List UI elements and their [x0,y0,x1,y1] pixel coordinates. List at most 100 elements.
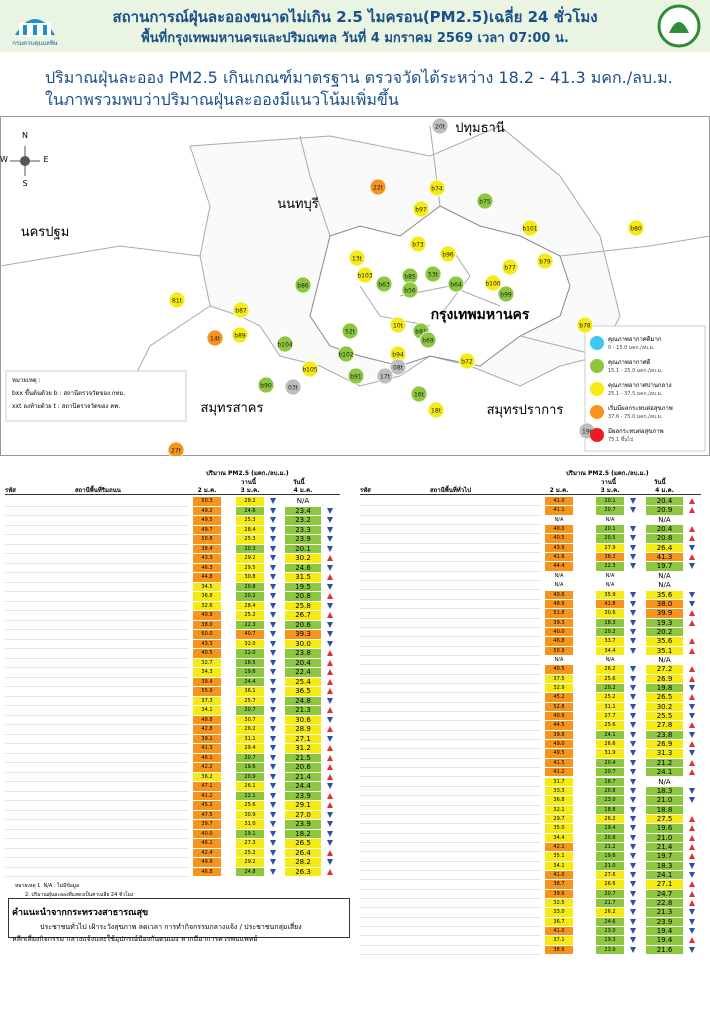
station-marker [424,265,442,283]
trend-arrow [270,659,276,666]
trend-arrow [630,610,636,617]
value-cell: N/A [646,777,683,786]
value-cell: 25.3 [236,516,264,525]
row-stripe [5,507,189,516]
value-cell: 20.8 [596,786,624,796]
trend-arrow [689,815,695,822]
value-cell: 20.6 [285,763,321,772]
value-cell: 20.1 [596,497,624,506]
value-cell: 30.7 [236,715,264,724]
trend-arrow [630,937,636,944]
value-cell: 43.3 [193,639,221,648]
trend-arrow [630,787,636,794]
trend-arrow [270,555,276,561]
trend-arrow [630,843,636,850]
row-stripe [360,834,541,843]
row-stripe [360,852,541,862]
value-cell: 27.0 [285,810,321,819]
row-stripe [5,735,189,744]
value-cell: 20.5 [596,534,624,543]
table-note: หมายเหตุ 1. N/A : ไม่มีข้อมูล [15,883,80,889]
legend-label: คุณภาพอากาศปานกลาง [608,382,672,389]
value-cell: 18.8 [596,805,624,814]
value-cell: 26.2 [236,725,264,734]
value-cell: 26.9 [646,674,683,683]
station-label: b85 [404,274,416,281]
trend-arrow [689,900,695,907]
value-cell: 20.3 [236,544,264,553]
value-cell: 36.8 [193,592,221,601]
value-cell: 26.3 [285,867,321,876]
trend-arrow [270,678,276,685]
trend-arrow [689,666,695,673]
value-cell: 23.0 [596,945,624,955]
trend-arrow [270,593,276,599]
station-label: b103 [357,273,372,280]
station-marker [231,326,249,344]
trend-arrow [630,909,636,916]
trend-arrow [689,703,695,710]
value-cell: 24.6 [236,506,264,515]
value-cell: 27.2 [646,665,683,674]
value-cell: 27.6 [596,871,624,880]
value-cell: 19.6 [646,824,683,833]
value-cell: 48.8 [193,715,221,724]
trend-arrow [327,640,333,647]
compass-letter: S [22,179,27,188]
station-marker [257,376,275,394]
value-cell: 30.0 [285,639,321,648]
value-cell: N/A [596,655,624,665]
legend-label: มีผลกระทบต่อสุขภาพ [608,427,664,435]
row-stripe [360,544,541,554]
row-stripe [360,665,541,675]
value-cell: 20.2 [596,627,624,637]
value-cell: 18.3 [596,618,624,627]
trend-arrow [630,890,636,897]
row-stripe [5,763,189,773]
date-header: 2 ม.ค. [549,487,569,494]
value-cell: 18.8 [646,805,683,814]
row-stripe [360,946,541,956]
trend-arrow [689,544,695,551]
value-cell: 36.7 [545,917,573,927]
value-cell: N/A [646,655,683,665]
value-cell: 30.6 [596,609,624,618]
value-cell: 31.1 [596,702,624,712]
trend-arrow [327,849,333,856]
value-cell: 19.4 [646,936,683,945]
value-cell: 29.2 [236,554,264,563]
row-stripe [360,815,541,825]
trend-arrow [327,602,333,609]
trend-arrow [327,507,333,514]
trend-arrow [689,843,695,850]
station-label: b102 [338,352,353,359]
trend-arrow [689,759,695,766]
value-cell: 25.2 [236,848,264,857]
date-header: 3 ม.ค. [240,487,260,494]
value-cell: 25.5 [646,712,683,721]
station-label: b99 [500,292,512,299]
value-cell: 24.6 [285,563,321,572]
station-marker [428,179,446,197]
value-cell: 41.0 [545,497,573,506]
trend-arrow [327,802,333,808]
trend-arrow [630,918,636,925]
trend-arrow [327,726,333,732]
value-cell: 27.1 [646,880,683,889]
value-cell: 24.1 [646,871,683,880]
value-cell: 46.8 [545,637,573,646]
value-cell: 20.7 [596,889,624,899]
value-cell: 31.7 [545,777,573,786]
value-cell: N/A [596,515,624,525]
value-cell: 24.4 [236,677,264,686]
province-label: กรุงเทพมหานคร [431,307,530,323]
value-cell: 26.5 [646,693,683,702]
trend-arrow [630,759,636,766]
code-header: รหัส [360,487,371,494]
value-cell: 25.8 [285,601,321,610]
station-label: b91 [350,374,362,381]
value-cell: 23.9 [646,917,683,927]
value-cell: 42.2 [193,763,221,772]
notes-box [5,370,187,422]
value-cell: 26.6 [596,880,624,889]
